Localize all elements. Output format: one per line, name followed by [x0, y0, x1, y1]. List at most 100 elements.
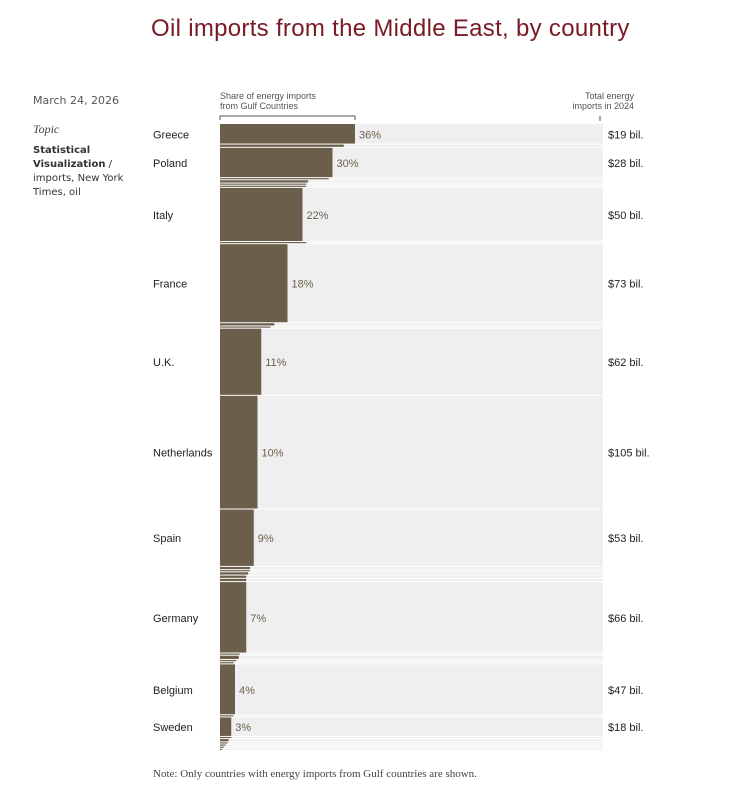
share-header: Share of energy imports from Gulf Countri… [220, 91, 317, 111]
row-band [220, 144, 603, 147]
bar [220, 717, 232, 736]
bar [220, 187, 303, 242]
row-band [220, 655, 603, 660]
bar [220, 660, 237, 662]
bar [220, 578, 247, 582]
row-band [220, 739, 603, 742]
row-band [220, 575, 603, 578]
share-value-label: 22% [307, 210, 329, 222]
share-header-line: from Gulf Countries [220, 101, 299, 111]
row-band [220, 662, 603, 664]
topic-separator: , [71, 173, 78, 184]
share-value-label: 36% [359, 129, 381, 141]
bar [220, 244, 288, 323]
bar [220, 582, 247, 653]
bar [220, 509, 254, 566]
row-band [220, 395, 603, 509]
total-value-label: $66 bil. [608, 613, 643, 625]
row-band [220, 572, 603, 575]
total-header-line: imports in 2024 [572, 101, 634, 111]
total-value-label: $53 bil. [608, 533, 643, 545]
bar [220, 124, 355, 144]
topic-item[interactable]: imports [33, 173, 72, 184]
topic-list: Statistical Visualization / imports, New… [33, 144, 133, 200]
country-label: Greece [153, 129, 189, 141]
bar [220, 185, 307, 187]
country-label: Netherlands [153, 448, 213, 460]
topic-item[interactable]: oil [69, 187, 81, 198]
row-band [220, 242, 603, 244]
bar [220, 742, 228, 744]
country-label: U.K. [153, 357, 174, 369]
bar [220, 655, 239, 660]
share-value-label: 10% [262, 448, 284, 460]
bar [220, 746, 224, 748]
total-value-label: $28 bil. [608, 158, 643, 170]
bar [220, 744, 226, 746]
row-band [220, 717, 603, 736]
bar [220, 739, 229, 742]
bar [220, 748, 222, 750]
bar [220, 178, 329, 180]
total-value-label: $50 bil. [608, 210, 643, 222]
share-value-label: 3% [235, 722, 251, 734]
total-value-label: $73 bil. [608, 279, 643, 291]
total-value-label: $47 bil. [608, 685, 643, 697]
row-band [220, 326, 603, 328]
bar [220, 326, 271, 328]
bar [220, 180, 309, 183]
row-band [220, 660, 603, 662]
country-label: Sweden [153, 722, 193, 734]
row-band [220, 746, 603, 748]
total-value-label: $18 bil. [608, 722, 643, 734]
bar [220, 147, 333, 178]
share-header-line: Share of energy imports [220, 91, 317, 101]
country-label: Spain [153, 533, 181, 545]
row-band [220, 653, 603, 655]
bar [220, 566, 250, 570]
row-band [220, 744, 603, 746]
share-value-label: 18% [292, 279, 314, 291]
topic-separator: / [105, 159, 112, 170]
chart-title: Oil imports from the Middle East, by cou… [151, 15, 630, 42]
bar [220, 736, 232, 739]
chart-note: Note: Only countries with energy imports… [153, 768, 477, 780]
share-value-label: 30% [337, 158, 359, 170]
bar [220, 715, 234, 717]
total-value-label: $19 bil. [608, 129, 643, 141]
bar [220, 662, 234, 664]
row-band [220, 178, 603, 180]
row-band [220, 183, 603, 185]
row-band [220, 185, 603, 187]
bar [220, 572, 249, 575]
bar [220, 575, 247, 578]
bar [220, 395, 258, 509]
row-band [220, 748, 603, 750]
row-band [220, 736, 603, 739]
bar [220, 570, 250, 572]
total-value-label: $62 bil. [608, 357, 643, 369]
total-value-label: $105 bil. [608, 448, 650, 460]
row-band [220, 715, 603, 717]
share-value-label: 9% [258, 533, 274, 545]
country-label: Poland [153, 158, 187, 170]
bar [220, 653, 240, 655]
bar [220, 144, 344, 147]
share-header-bracket [219, 115, 356, 120]
topic-label: Topic [33, 122, 60, 136]
topic-separator: , [62, 187, 70, 198]
topic-item[interactable]: Statistical Visualization [33, 145, 106, 170]
bar [220, 183, 307, 185]
row-band [220, 180, 603, 183]
total-header: Total energy imports in 2024 [572, 91, 634, 111]
row-band [220, 323, 603, 326]
topic-item[interactable]: New York Times [33, 173, 124, 198]
publish-date: March 24, 2026 [33, 94, 120, 107]
row-band [220, 742, 603, 744]
row-band [220, 570, 603, 572]
bar [220, 664, 235, 715]
row-band [220, 664, 603, 715]
row-band [220, 582, 603, 653]
bar [220, 328, 262, 395]
